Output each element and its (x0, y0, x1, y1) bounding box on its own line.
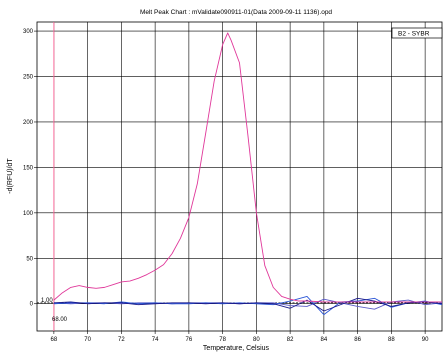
x-tick-label: 76 (186, 337, 193, 343)
y-axis-title: -d(RFU)/dT (7, 158, 14, 194)
y-tick-label: 100 (23, 211, 34, 217)
plot-area (36, 21, 443, 332)
y-tick-label: 300 (23, 29, 34, 35)
legend-box (391, 27, 443, 39)
y-tick-label: 150 (23, 165, 34, 171)
y-tick-label: 200 (23, 120, 34, 126)
series-line (53, 32, 442, 303)
y-tick-label: 0 (30, 302, 34, 308)
x-tick-label: 72 (118, 337, 125, 343)
x-tick-label: 86 (354, 337, 361, 343)
x-tick-label: 82 (287, 337, 294, 343)
x-tick-label: 78 (219, 337, 226, 343)
y-tick-label: 50 (26, 256, 33, 262)
x-tick-label: 84 (321, 337, 328, 343)
x-tick-label: 70 (84, 337, 91, 343)
y-tick-label: 250 (23, 75, 34, 81)
x-tick-label: 68 (51, 337, 58, 343)
threshold-label: 1.00 (41, 298, 53, 304)
x-tick-label: 90 (422, 337, 429, 343)
legend-entry-label: B2 - SYBR (398, 31, 430, 38)
marker-line-label: 68.00 (52, 317, 68, 323)
x-tick-label: 74 (152, 337, 159, 343)
chart-title: Melt Peak Chart : mValidate090911-01(Dat… (140, 9, 332, 16)
x-axis-title: Temperature, Celsius (203, 345, 270, 352)
x-tick-label: 80 (253, 337, 260, 343)
legend: B2 - SYBR (391, 27, 443, 39)
x-tick-label: 88 (388, 337, 395, 343)
